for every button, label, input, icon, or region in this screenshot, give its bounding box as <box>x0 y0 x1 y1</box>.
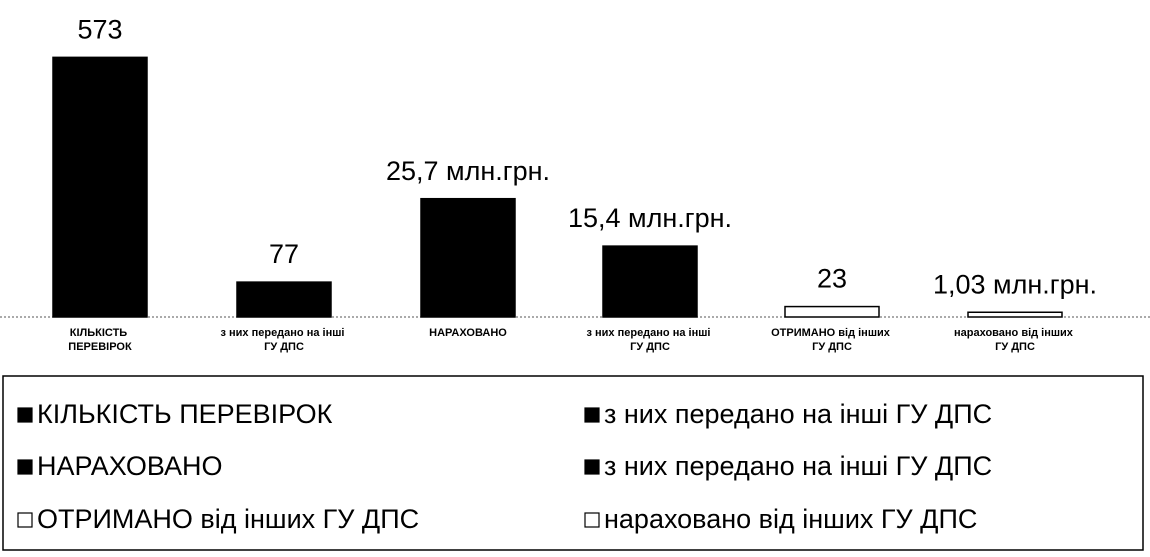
data-label: 1,03 млн.грн. <box>933 269 1097 299</box>
data-label: 25,7 млн.грн. <box>386 156 550 186</box>
label-line: нараховано від інших <box>954 327 1076 339</box>
legend-marker <box>584 407 600 423</box>
label-line: ГУ ДПС <box>264 341 304 353</box>
x-tick-label: ОТРИМАНО від інших ГУ ДПС <box>771 327 893 353</box>
label-line: КІЛЬКІСТЬ <box>70 327 131 339</box>
label-line: ПЕРЕВІРОК <box>68 341 132 353</box>
bar <box>420 197 516 318</box>
x-tick-label: з них передано на інші ГУ ДПС <box>220 327 347 353</box>
bar <box>602 245 698 318</box>
legend-label: НАРАХОВАНО <box>37 451 222 481</box>
data-label: 77 <box>269 239 299 269</box>
bar <box>236 281 332 318</box>
legend-marker <box>17 407 33 423</box>
x-tick-label: КІЛЬКІСТЬ ПЕРЕВІРОК <box>68 327 132 353</box>
bar <box>784 305 880 318</box>
legend-box <box>2 375 1144 551</box>
legend-marker <box>584 512 600 528</box>
bar <box>52 56 148 318</box>
label-line: ГУ ДПС <box>630 341 670 353</box>
legend-label: КІЛЬКІСТЬ ПЕРЕВІРОК <box>37 399 333 429</box>
legend-marker <box>17 512 33 528</box>
label-line: ОТРИМАНО від інших <box>771 327 893 339</box>
label-line: з них передано на інші <box>586 327 713 339</box>
data-label: 573 <box>77 14 122 44</box>
legend-label: ОТРИМАНО від інших ГУ ДПС <box>37 504 419 534</box>
label-line: з них передано на інші <box>220 327 347 339</box>
label-line: ГУ ДПС <box>995 341 1035 353</box>
legend-marker <box>17 459 33 475</box>
label-line: ГУ ДПС <box>812 341 852 353</box>
legend-label: з них передано на інші ГУ ДПС <box>604 451 992 481</box>
legend-label: нараховано від інших ГУ ДПС <box>604 504 977 534</box>
data-label: 15,4 млн.грн. <box>568 203 732 233</box>
x-tick-label: з них передано на інші ГУ ДПС <box>586 327 713 353</box>
legend-marker <box>584 459 600 475</box>
x-tick-label: нараховано від інших ГУ ДПС <box>954 327 1076 353</box>
legend-label: з них передано на інші ГУ ДПС <box>604 399 992 429</box>
x-tick-label: НАРАХОВАНО <box>429 327 507 339</box>
data-label: 23 <box>817 264 847 294</box>
bar <box>967 311 1063 318</box>
